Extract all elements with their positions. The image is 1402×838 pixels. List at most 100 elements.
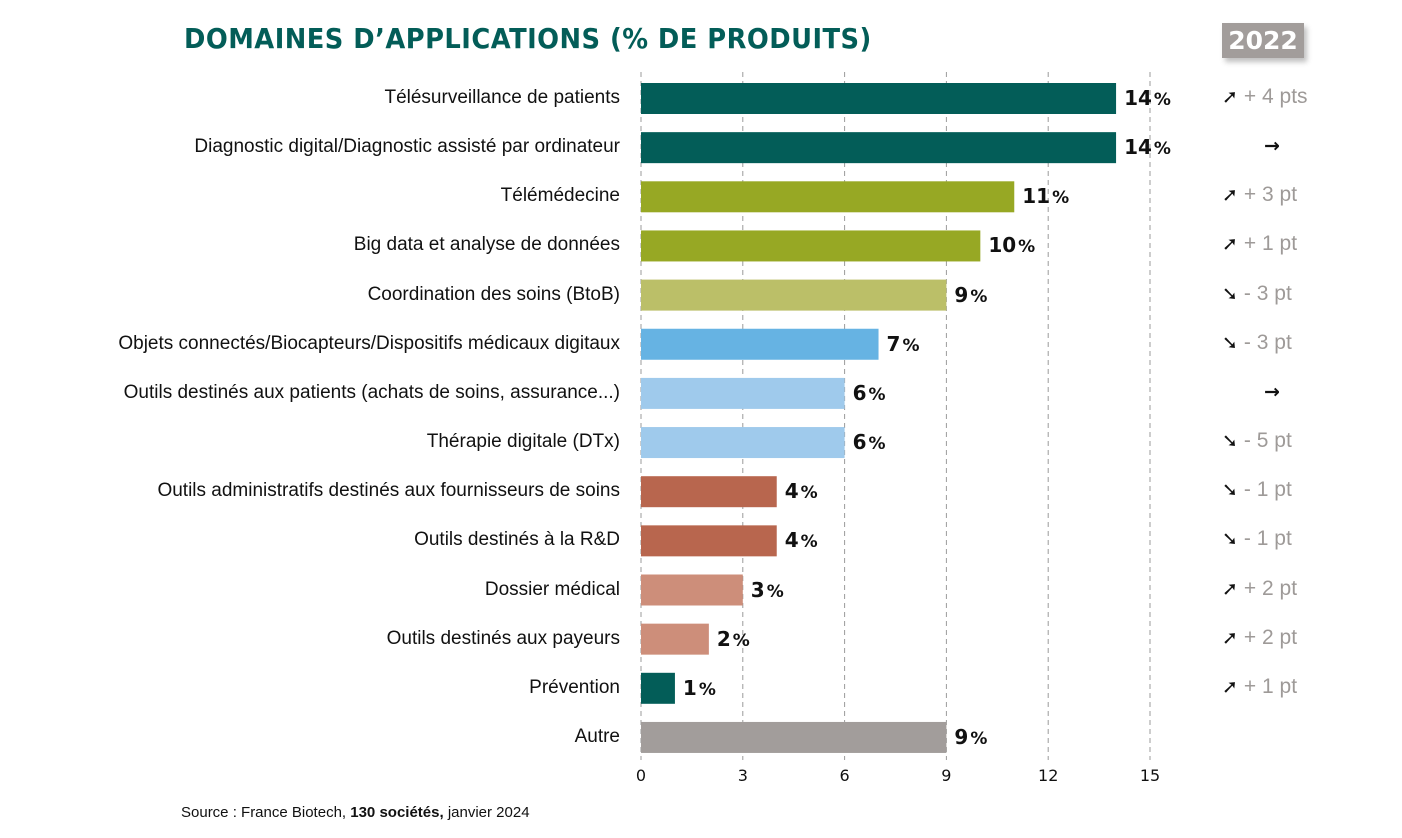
change-text: + 2 pt [1243, 576, 1298, 600]
x-tick-label: 9 [941, 766, 952, 785]
change-indicator: ➚ + 4 pts [1222, 85, 1308, 109]
value-suffix: % [902, 335, 920, 356]
x-tick-label: 12 [1038, 766, 1059, 785]
value-label: 3% [751, 578, 784, 602]
value-suffix: % [766, 581, 784, 602]
bar [641, 721, 947, 753]
arrow-right-icon: → [1264, 135, 1280, 158]
arrow-up-right-icon: ➚ [1222, 626, 1238, 649]
x-tick-label: 0 [635, 766, 647, 785]
value-label: 7% [887, 332, 920, 356]
value-label: 4% [785, 479, 818, 503]
value-label: 9% [954, 725, 987, 749]
bar [641, 574, 743, 606]
change-text: - 3 pt [1243, 281, 1292, 305]
category-label: Outils destinés aux payeurs [386, 627, 620, 649]
source-bold: 130 sociétés, [350, 804, 444, 821]
value-number: 6 [852, 380, 867, 405]
value-number: 4 [784, 528, 799, 553]
category-label: Prévention [529, 676, 620, 698]
bar [641, 181, 1015, 213]
bar [641, 279, 947, 311]
source-prefix: Source : France Biotech, [181, 804, 351, 821]
value-suffix: % [1153, 139, 1171, 160]
arrow-down-right-icon: ➘ [1222, 528, 1238, 551]
value-suffix: % [800, 483, 818, 504]
category-label: Télésurveillance de patients [384, 87, 620, 108]
value-number: 3 [750, 577, 765, 602]
arrow-down-right-icon: ➘ [1222, 430, 1238, 453]
change-text: - 5 pt [1243, 429, 1292, 453]
change-indicator: ➚ + 2 pt [1222, 626, 1297, 650]
value-label: 2% [717, 627, 750, 651]
value-label: 14% [1124, 135, 1171, 159]
value-suffix: % [970, 286, 988, 307]
source-note: Source : France Biotech, 130 sociétés, j… [181, 804, 530, 821]
value-number: 9 [954, 724, 969, 749]
value-suffix: % [1018, 237, 1036, 258]
value-label: 10% [988, 233, 1035, 257]
value-suffix: % [868, 434, 886, 455]
change-text: - 1 pt [1243, 527, 1292, 551]
arrow-up-right-icon: ➚ [1222, 675, 1238, 698]
chart-title: DOMAINES D’APPLICATIONS (% DE PRODUITS) [184, 22, 872, 55]
category-label: Outils destinés aux patients (achats de … [123, 381, 620, 403]
arrow-right-icon: → [1264, 380, 1280, 403]
value-suffix: % [698, 679, 716, 700]
bar [641, 476, 777, 508]
arrow-down-right-icon: ➘ [1222, 331, 1238, 354]
value-number: 7 [886, 331, 901, 356]
value-number: 4 [784, 479, 799, 504]
arrow-up-right-icon: ➚ [1222, 86, 1238, 108]
value-label: 4% [785, 528, 818, 552]
bar [641, 377, 845, 409]
arrow-up-right-icon: ➚ [1222, 577, 1238, 600]
value-label: 9% [954, 283, 987, 307]
value-label: 1% [683, 676, 716, 700]
value-number: 14 [1124, 135, 1152, 160]
x-tick-label: 15 [1139, 766, 1161, 785]
change-indicator: ➚ + 3 pt [1222, 183, 1297, 207]
value-number: 11 [1022, 184, 1051, 209]
change-text: - 1 pt [1243, 478, 1292, 502]
change-text: + 2 pt [1243, 625, 1298, 649]
change-indicator: ➘ - 1 pt [1222, 478, 1292, 502]
change-text: + 1 pt [1243, 674, 1298, 698]
bar [641, 525, 777, 557]
bar [641, 230, 981, 262]
value-number: 1 [682, 675, 697, 700]
bar [641, 623, 709, 655]
value-suffix: % [800, 532, 818, 553]
change-text: + 1 pt [1243, 232, 1298, 256]
bar [641, 83, 1117, 114]
value-label: 6% [853, 381, 886, 405]
bar [641, 672, 675, 704]
year-badge: 2022 [1222, 23, 1304, 58]
value-number: 14 [1124, 86, 1152, 110]
value-label: 11% [1022, 184, 1069, 208]
category-label: Thérapie digitale (DTx) [426, 431, 620, 453]
change-indicator: ➚ + 1 pt [1222, 675, 1297, 699]
change-indicator: ➘ - 3 pt [1222, 331, 1292, 355]
change-indicator: ➘ - 1 pt [1222, 527, 1292, 551]
value-suffix: % [868, 384, 886, 405]
value-suffix: % [1052, 188, 1070, 209]
category-label: Diagnostic digital/Diagnostic assisté pa… [194, 136, 620, 158]
change-text: - 3 pt [1243, 330, 1292, 354]
value-number: 9 [954, 282, 969, 307]
change-text: + 3 pt [1243, 183, 1298, 207]
value-number: 10 [988, 233, 1017, 258]
change-indicator: ➚ + 1 pt [1222, 232, 1297, 256]
x-tick-label: 6 [839, 766, 850, 785]
value-suffix: % [1153, 90, 1171, 110]
change-indicator: → [1264, 134, 1280, 158]
value-label: 6% [853, 430, 886, 454]
change-indicator: → [1264, 380, 1280, 404]
category-label: Coordination des soins (BtoB) [367, 283, 620, 305]
arrow-up-right-icon: ➚ [1222, 233, 1238, 256]
arrow-down-right-icon: ➘ [1222, 479, 1238, 502]
change-indicator: ➘ - 3 pt [1222, 282, 1292, 306]
change-indicator: ➘ - 5 pt [1222, 429, 1292, 453]
source-suffix: janvier 2024 [443, 804, 530, 821]
